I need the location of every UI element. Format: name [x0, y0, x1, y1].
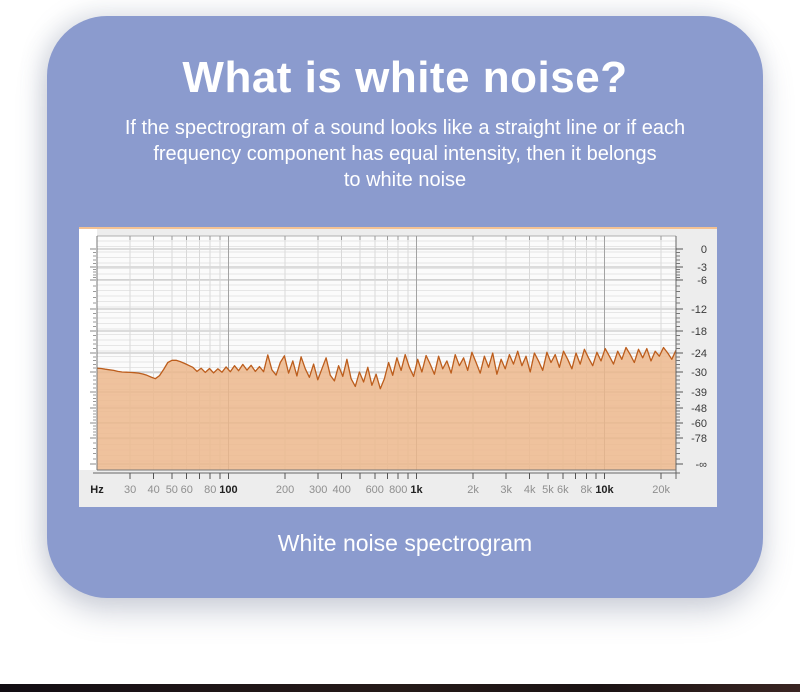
- svg-text:800: 800: [389, 484, 407, 496]
- svg-text:2k: 2k: [467, 484, 479, 496]
- svg-text:80: 80: [204, 484, 216, 496]
- svg-text:100: 100: [219, 484, 237, 496]
- svg-text:6k: 6k: [557, 484, 569, 496]
- svg-text:-30: -30: [691, 367, 707, 379]
- svg-text:-∞: -∞: [695, 459, 707, 471]
- info-card: What is white noise? If the spectrogram …: [47, 16, 763, 598]
- page-title: What is white noise?: [182, 53, 628, 102]
- svg-text:-6: -6: [697, 275, 707, 287]
- svg-text:20k: 20k: [652, 484, 670, 496]
- svg-text:-12: -12: [691, 304, 707, 316]
- svg-text:Hz: Hz: [90, 484, 104, 496]
- svg-text:50: 50: [166, 484, 178, 496]
- spectrogram-figure: 0 -3 -6 -12 -18 -24 -30 -39 -48 -60 -78 -∞ 30 40 50 60 8…: [79, 227, 717, 507]
- subtitle-line-1: If the spectrogram of a sound looks like…: [124, 117, 686, 140]
- spectrogram-chart: 0 -3-6 -12 -18 -24 -30 -39 -48 -60 -78 -∞ 30 40 50 60 8…: [79, 227, 717, 507]
- svg-text:-39: -39: [691, 387, 707, 399]
- svg-text:4k: 4k: [524, 484, 536, 496]
- svg-text:-60: -60: [691, 418, 707, 430]
- svg-text:400: 400: [332, 484, 350, 496]
- svg-text:1k: 1k: [410, 484, 423, 496]
- svg-text:5k: 5k: [542, 484, 554, 496]
- svg-text:600: 600: [366, 484, 384, 496]
- svg-text:3k: 3k: [500, 484, 512, 496]
- subtitle-line-3: to white noise: [343, 169, 467, 192]
- svg-text:8k: 8k: [580, 484, 592, 496]
- svg-text:-78: -78: [691, 433, 707, 445]
- svg-text:40: 40: [147, 484, 159, 496]
- subtitle-line-2: frequency component has equal intensity,…: [153, 143, 657, 166]
- svg-text:10k: 10k: [595, 484, 614, 496]
- svg-text:-24: -24: [691, 348, 707, 360]
- svg-text:0: 0: [701, 244, 707, 256]
- svg-text:30: 30: [124, 484, 136, 496]
- svg-text:200: 200: [276, 484, 294, 496]
- svg-text:300: 300: [309, 484, 327, 496]
- chart-caption: White noise spectrogram: [277, 530, 533, 556]
- next-section-strip: [0, 684, 800, 692]
- page-subtitle: If the spectrogram of a sound looks like…: [47, 115, 763, 193]
- svg-text:60: 60: [181, 484, 193, 496]
- svg-text:-3: -3: [697, 262, 707, 274]
- svg-text:-18: -18: [691, 326, 707, 338]
- svg-text:-48: -48: [691, 403, 707, 415]
